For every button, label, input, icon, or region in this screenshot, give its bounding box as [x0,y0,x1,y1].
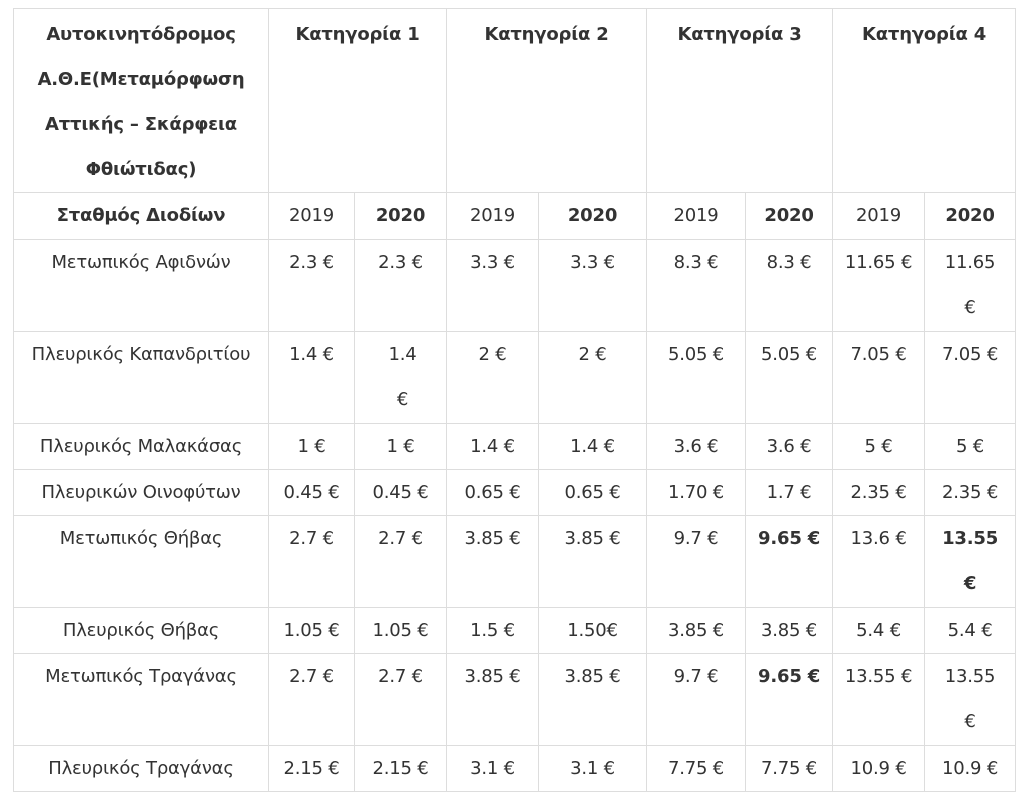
station-name: Πλευρικών Οινοφύτων [13,469,269,516]
price-cell: 3.1 € [538,745,648,792]
year-header: 2019 [832,192,926,240]
year-header: 2020 [924,192,1017,240]
year-header: 2020 [353,192,448,240]
price-cell: 3.6 € [646,423,747,470]
price-cell: 5.05 € [745,331,834,424]
price-cell: 2 € [538,331,648,424]
price-cell: 9.7 € [646,653,747,746]
price-cell: 2.7 € [268,653,355,746]
table-row: Μετωπικός Αφιδνών 2.3 € 2.3 € 3.3 € 3.3 … [13,239,1017,332]
price-cell: 3.6 € [745,423,834,470]
price-cell: 9.65 € [745,515,834,608]
table-row: Πλευρικός Τραγάνας 2.15 € 2.15 € 3.1 € 3… [13,745,1017,792]
price-cell: 0.45 € [353,469,448,516]
price-cell: 13.55 € [924,515,1017,608]
price-cell: 10.9 € [924,745,1017,792]
price-cell: 3.85 € [446,653,540,746]
station-name: Πλευρικός Μαλακάσας [13,423,269,470]
price-cell: 1.4 € [353,331,448,424]
station-name: Μετωπικός Θήβας [13,515,269,608]
price-cell: 3.85 € [646,607,747,654]
price-cell: 5 € [924,423,1017,470]
price-cell: 2 € [446,331,540,424]
price-cell: 2.35 € [832,469,926,516]
price-cell: 7.05 € [832,331,926,424]
station-column-header: Σταθμός Διοδίων [13,192,269,240]
price-cell: 3.1 € [446,745,540,792]
price-cell: 0.45 € [268,469,355,516]
year-header: 2019 [446,192,540,240]
price-cell: 3.85 € [538,653,648,746]
price-cell: 2.7 € [353,515,448,608]
price-cell: 8.3 € [646,239,747,332]
price-cell: 11.65 € [924,239,1017,332]
category-1-header: Κατηγορία 1 [267,8,448,193]
price-cell: 2.3 € [353,239,448,332]
toll-prices-table: Αυτοκινητόδρομος Α.Θ.Ε(Μεταμόρφωση Αττικ… [13,8,1017,792]
price-cell: 5.4 € [832,607,926,654]
price-cell: 1 € [268,423,355,470]
station-name: Μετωπικός Αφιδνών [13,239,269,332]
price-cell: 5 € [832,423,926,470]
price-cell: 3.3 € [538,239,648,332]
price-cell: 2.7 € [268,515,355,608]
price-cell: 9.65 € [745,653,834,746]
category-4-header: Κατηγορία 4 [832,8,1017,193]
price-cell: 7.05 € [924,331,1017,424]
price-cell: 9.7 € [646,515,747,608]
price-cell: 2.15 € [268,745,355,792]
price-cell: 2.3 € [268,239,355,332]
price-cell: 11.65 € [832,239,926,332]
price-cell: 2.35 € [924,469,1017,516]
station-name: Μετωπικός Τραγάνας [13,653,269,746]
price-cell: 0.65 € [446,469,540,516]
price-cell: 3.85 € [538,515,648,608]
price-cell: 1.70 € [646,469,747,516]
price-cell: 1.05 € [353,607,448,654]
price-cell: 2.7 € [353,653,448,746]
price-cell: 1 € [353,423,448,470]
table-row: Πλευρικός Μαλακάσας 1 € 1 € 1.4 € 1.4 € … [13,423,1017,470]
price-cell: 1.7 € [745,469,834,516]
table-row: Πλευρικός Θήβας 1.05 € 1.05 € 1.5 € 1.50… [13,607,1017,654]
table-row: Πλευρικών Οινοφύτων 0.45 € 0.45 € 0.65 €… [13,469,1017,516]
year-header: 2020 [745,192,834,240]
station-name: Πλευρικός Θήβας [13,607,269,654]
price-cell: 1.5 € [446,607,540,654]
price-cell: 5.4 € [924,607,1017,654]
category-2-header: Κατηγορία 2 [446,8,648,193]
category-3-header: Κατηγορία 3 [646,8,834,193]
table-row: Μετωπικός Τραγάνας 2.7 € 2.7 € 3.85 € 3.… [13,653,1017,746]
station-name: Πλευρικός Καπανδριτίου [13,331,269,424]
header-row: Αυτοκινητόδρομος Α.Θ.Ε(Μεταμόρφωση Αττικ… [13,8,1017,193]
station-name: Πλευρικός Τραγάνας [13,745,269,792]
price-cell: 5.05 € [646,331,747,424]
price-cell: 3.85 € [446,515,540,608]
year-row: Σταθμός Διοδίων 2019 2020 2019 2020 2019… [13,192,1017,240]
table-row: Μετωπικός Θήβας 2.7 € 2.7 € 3.85 € 3.85 … [13,515,1017,608]
table-row: Πλευρικός Καπανδριτίου 1.4 € 1.4 € 2 € 2… [13,331,1017,424]
price-cell: 13.55 € [832,653,926,746]
price-cell: 3.3 € [446,239,540,332]
price-cell: 13.55 € [924,653,1017,746]
table-title: Αυτοκινητόδρομος Α.Θ.Ε(Μεταμόρφωση Αττικ… [13,8,269,193]
price-cell: 1.4 € [446,423,540,470]
year-header: 2019 [268,192,355,240]
price-cell: 10.9 € [832,745,926,792]
price-cell: 2.15 € [353,745,448,792]
price-cell: 1.05 € [268,607,355,654]
year-header: 2019 [646,192,747,240]
year-header: 2020 [538,192,648,240]
price-cell: 1.50€ [538,607,648,654]
price-cell: 1.4 € [538,423,648,470]
price-cell: 3.85 € [745,607,834,654]
price-cell: 8.3 € [745,239,834,332]
price-cell: 13.6 € [832,515,926,608]
price-cell: 7.75 € [745,745,834,792]
price-cell: 0.65 € [538,469,648,516]
price-cell: 7.75 € [646,745,747,792]
price-cell: 1.4 € [268,331,355,424]
